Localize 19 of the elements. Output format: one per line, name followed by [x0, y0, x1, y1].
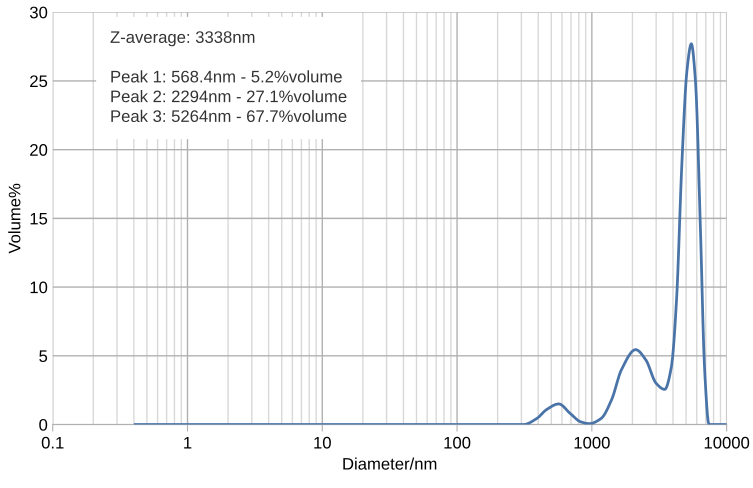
y-tick-label: 10	[30, 282, 48, 294]
y-tick-label: 25	[30, 75, 48, 88]
x-tick-label: 1000	[574, 436, 610, 449]
annotation: Peak 2: 2294nm - 27.1%volume	[111, 90, 346, 102]
x-tick-label: 10000	[704, 436, 750, 449]
y-axis-title: Volume%	[8, 184, 20, 254]
annotation: Peak 3: 5264nm - 67.7%volume	[111, 110, 346, 122]
annotation: Peak 1: 568.4nm - 5.2%volume	[111, 70, 342, 83]
x-tick-label: 10	[314, 436, 331, 449]
x-tick-label: 0.1	[42, 436, 64, 449]
x-tick-label: 1	[184, 436, 192, 448]
x-axis-title: Diameter/nm	[343, 457, 436, 470]
x-tick-label: 100	[444, 436, 470, 449]
y-tick-label: 30	[30, 6, 48, 18]
y-tick-label: 20	[30, 144, 48, 156]
y-tick-label: 15	[30, 212, 48, 225]
y-tick-label: 0	[39, 418, 48, 431]
y-tick-label: 5	[39, 350, 48, 362]
annotation: Z-average: 3338nm	[110, 31, 254, 46]
